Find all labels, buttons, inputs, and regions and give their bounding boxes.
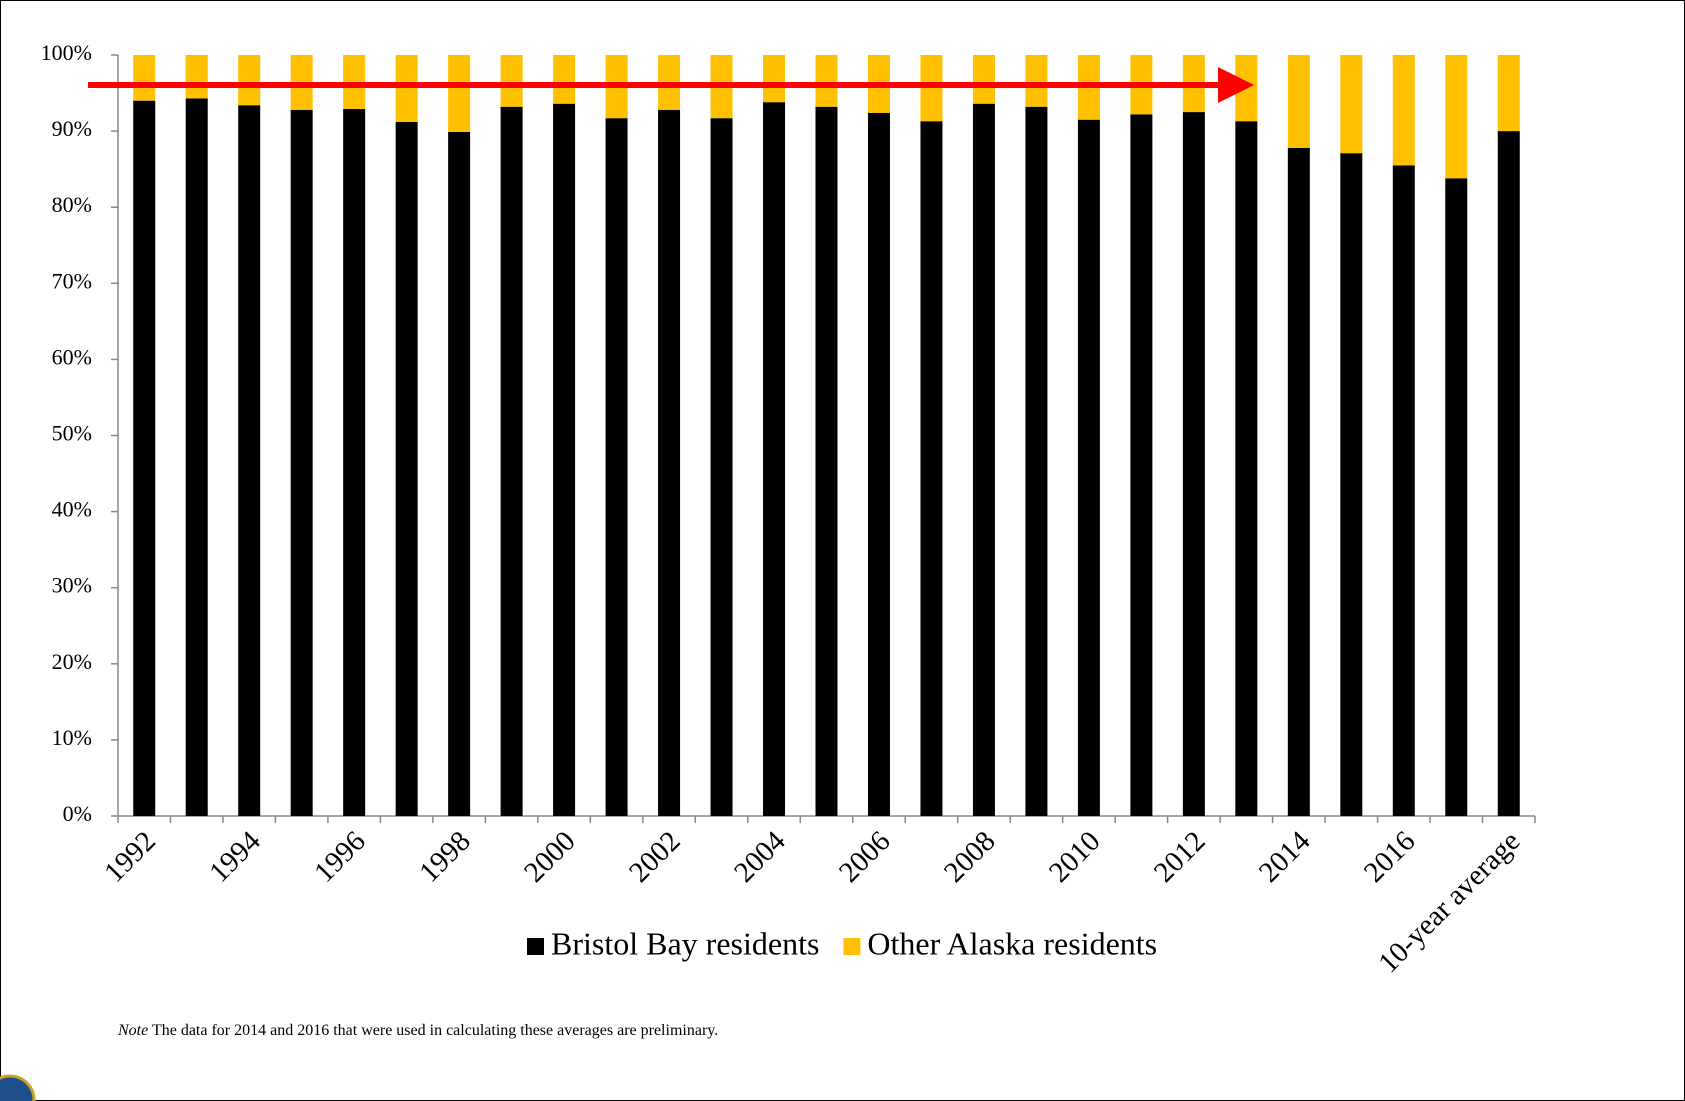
bar-segment	[500, 106, 523, 817]
bar-segment	[658, 109, 681, 817]
legend-swatch	[527, 938, 544, 955]
legend-swatch	[843, 938, 861, 955]
y-tick-label: 10%	[52, 725, 92, 750]
bar-segment	[815, 55, 838, 107]
legend-label: Bristol Bay residents	[551, 925, 819, 961]
bar-segment	[448, 55, 471, 132]
bar-segment	[1340, 153, 1363, 816]
logo	[0, 1074, 36, 1101]
bar-segment	[1497, 55, 1520, 132]
bar-segment	[867, 112, 890, 816]
bar-segment	[1497, 131, 1520, 817]
y-tick-label: 50%	[52, 421, 92, 446]
bar-segment	[238, 105, 261, 816]
bar-segment	[1130, 114, 1153, 816]
legend-label: Other Alaska residents	[867, 925, 1157, 961]
bar-segment	[1182, 112, 1205, 816]
bar-segment	[920, 55, 943, 122]
bar-segment	[500, 55, 523, 107]
bar-segment	[1235, 55, 1258, 122]
bar-segment	[1392, 55, 1415, 166]
bar-segment	[920, 121, 943, 816]
bar-segment	[133, 100, 156, 816]
bar-segment	[133, 55, 156, 101]
bar-segment	[448, 131, 471, 817]
note: Note The data for 2014 and 2016 that wer…	[117, 1022, 718, 1039]
bar-segment	[185, 98, 208, 816]
bar-segment	[1340, 55, 1363, 154]
y-tick-label: 40%	[52, 497, 92, 522]
bar-segment	[395, 55, 418, 122]
y-tick-label: 90%	[52, 116, 92, 141]
bar-segment	[553, 103, 576, 817]
bar-segment	[1025, 106, 1048, 817]
bar-segment	[290, 109, 313, 817]
bar-segment	[815, 106, 838, 817]
legend: Bristol Bay residents Other Alaska reside…	[527, 925, 1157, 961]
y-tick-label: 100%	[41, 40, 92, 65]
bar-segment	[1392, 165, 1415, 817]
y-tick-label: 0%	[63, 801, 92, 826]
bar-segment	[343, 109, 366, 816]
bar-segment	[553, 55, 576, 104]
bar-segment	[1235, 121, 1258, 816]
bar-segment	[1287, 147, 1310, 817]
bar-segment	[1025, 55, 1048, 107]
bar-segment	[1077, 119, 1100, 816]
bar-segment	[395, 121, 418, 816]
bar-segment	[238, 55, 261, 106]
y-tick-label: 20%	[52, 649, 92, 674]
bar-segment	[185, 55, 208, 99]
bar-segment	[710, 118, 733, 816]
note-text: The data for 2014 and 2016 that were use…	[152, 1022, 718, 1039]
y-tick-label: 60%	[52, 344, 92, 369]
y-tick-label: 70%	[52, 268, 92, 293]
bar-segment	[1445, 55, 1468, 179]
bar-segment	[1445, 178, 1468, 817]
bar-segment	[972, 103, 995, 817]
bar-segment	[972, 55, 995, 104]
bar-segment	[763, 55, 786, 103]
bar-segment	[605, 118, 628, 816]
note-label: Note	[117, 1022, 148, 1039]
y-tick-label: 80%	[52, 192, 92, 217]
bar-segment	[763, 102, 786, 816]
bar-segment	[1287, 55, 1310, 148]
y-tick-label: 30%	[52, 573, 92, 598]
